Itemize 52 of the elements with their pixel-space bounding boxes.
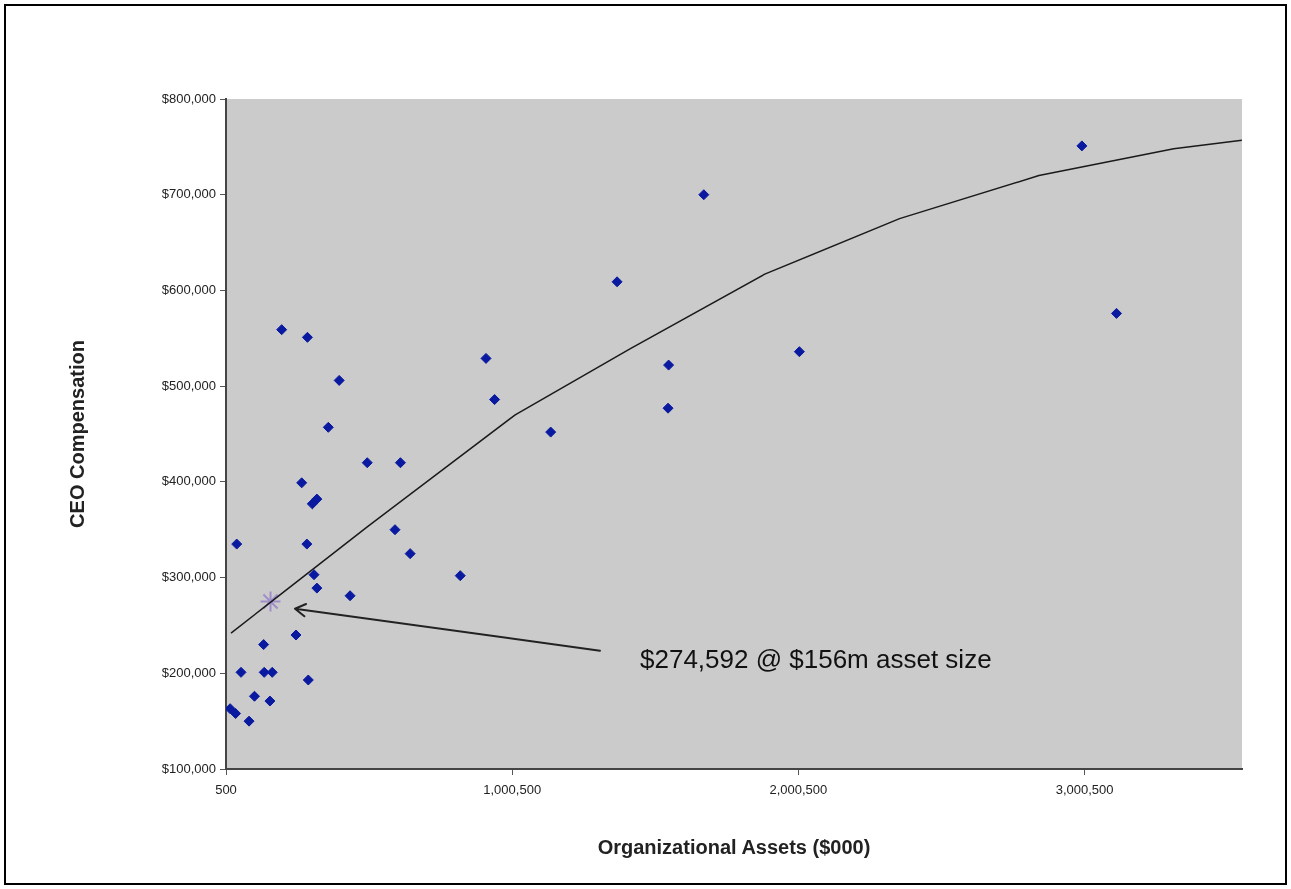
x-tick-label: 3,000,500 (1055, 782, 1114, 798)
point (611, 276, 623, 288)
annotation: $274,592 @ $156m asset size (640, 644, 992, 675)
point (394, 457, 406, 469)
y-tick-label: $800,000 (161, 90, 216, 106)
y-tick-label: $300,000 (161, 569, 216, 585)
point (454, 570, 466, 582)
point (480, 352, 492, 364)
y-tick-label: $600,000 (161, 282, 216, 298)
point (306, 498, 318, 510)
point (308, 569, 320, 581)
point (698, 189, 710, 201)
point (662, 402, 674, 414)
point (290, 629, 302, 641)
point (259, 590, 282, 613)
point (258, 666, 270, 678)
x-tick-label: 1,000,500 (483, 782, 542, 798)
point (276, 324, 288, 336)
x-tick-label: 2,000,500 (769, 782, 828, 798)
point (226, 703, 236, 715)
point (301, 331, 313, 343)
point (264, 695, 276, 707)
y-axis-title: CEO Compensation (65, 340, 88, 528)
y-tick-label: $200,000 (161, 664, 216, 680)
point (231, 538, 243, 550)
point (258, 639, 270, 651)
point (302, 674, 314, 686)
point (243, 715, 255, 727)
y-tick-label: $500,000 (161, 377, 216, 393)
point (793, 346, 805, 358)
y-tick-label: $400,000 (161, 473, 216, 489)
point (230, 707, 242, 719)
point (248, 690, 260, 702)
point (1076, 140, 1088, 152)
point (322, 421, 334, 433)
x-tick-label: 500 (215, 782, 237, 798)
y-tick-label: $100,000 (161, 760, 216, 776)
point (311, 582, 323, 594)
point (545, 426, 557, 438)
point (301, 538, 313, 550)
point (389, 524, 401, 536)
point (296, 477, 308, 489)
point (663, 359, 675, 371)
point (333, 374, 345, 386)
point (1111, 307, 1122, 319)
point (489, 394, 501, 406)
point (235, 666, 247, 678)
point (344, 590, 356, 602)
point (361, 457, 373, 469)
point (404, 548, 416, 560)
x-axis-title: Organizational Assets ($000) (597, 835, 871, 858)
y-tick-label: $700,000 (161, 186, 216, 202)
